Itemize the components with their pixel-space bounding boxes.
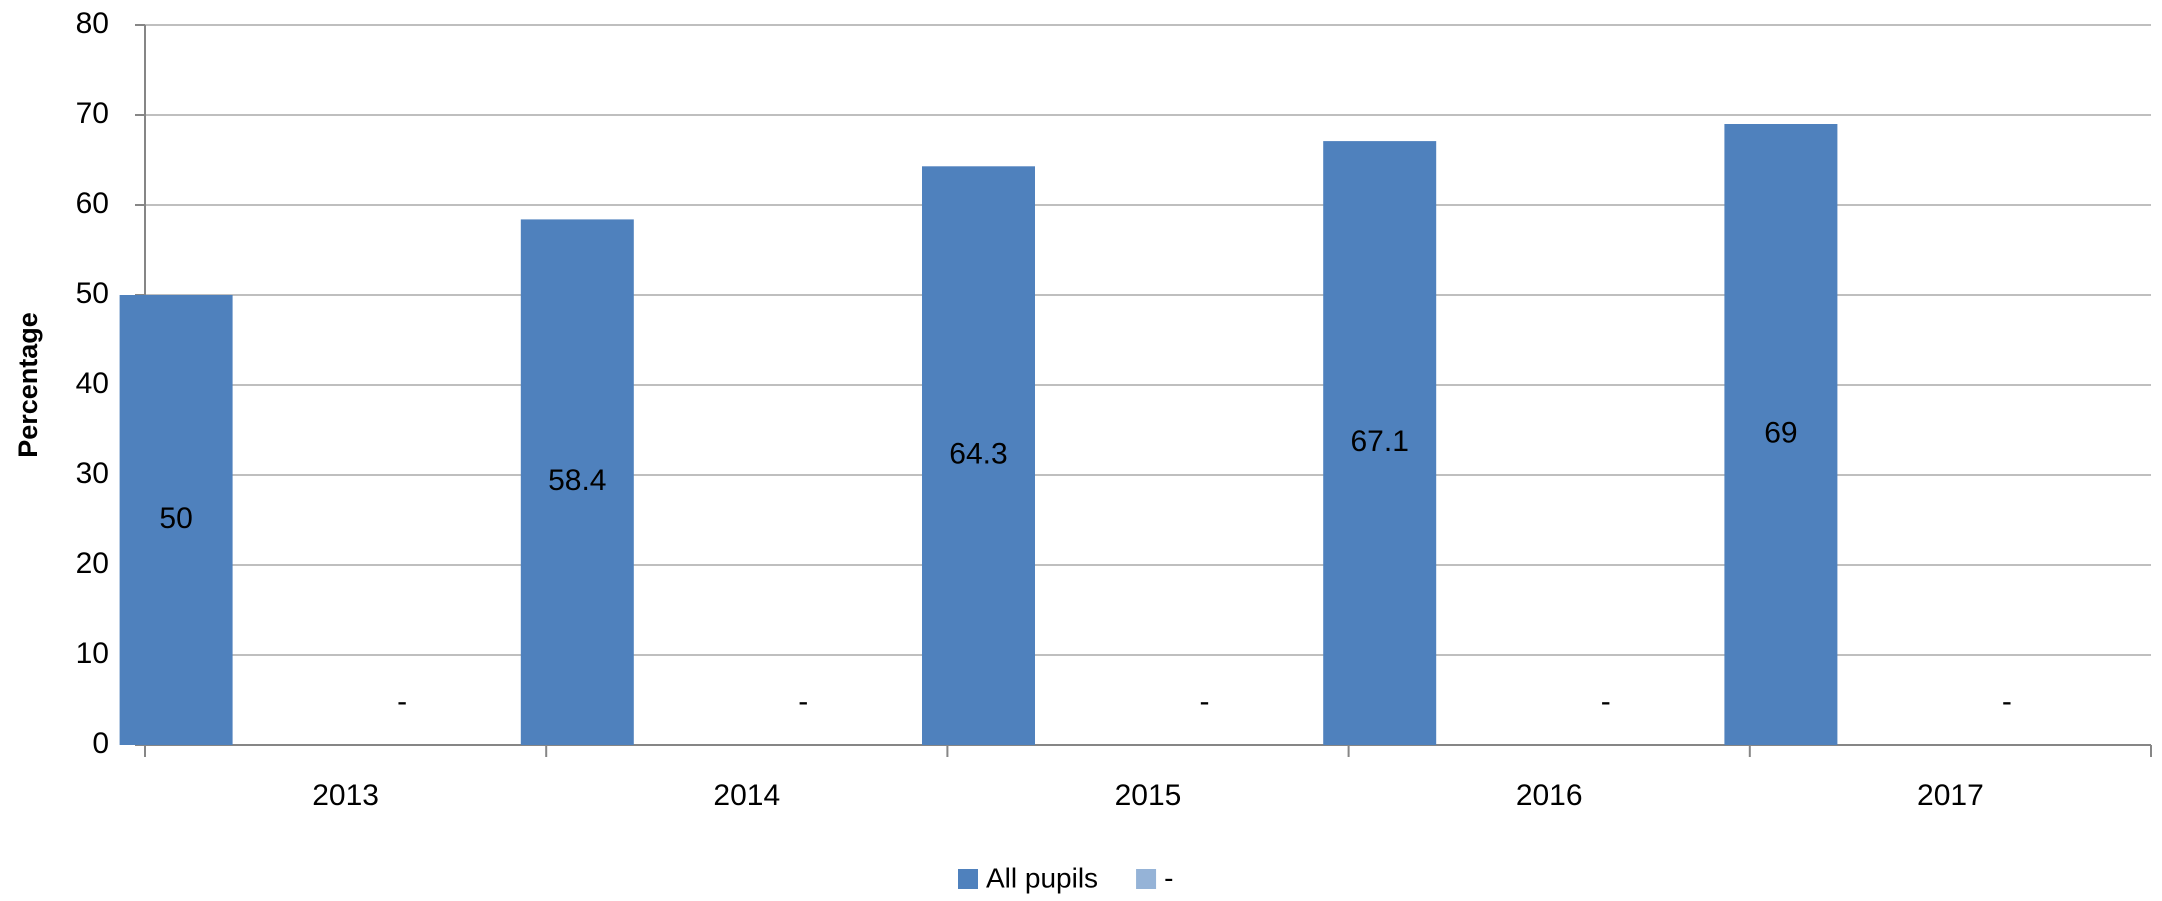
bar (922, 166, 1035, 746)
y-tick-label: 50 (76, 277, 109, 310)
data-label: 58.4 (548, 464, 606, 497)
x-tick-label: 2017 (1917, 779, 1984, 812)
y-axis-label: Percentage (13, 312, 43, 458)
x-tick-label: 2016 (1516, 779, 1583, 812)
x-tick-label: 2013 (312, 779, 379, 812)
data-label: - (1601, 685, 1611, 718)
x-tick-label: 2015 (1115, 779, 1182, 812)
data-label: - (397, 685, 407, 718)
data-label: - (2002, 685, 2012, 718)
data-label: 67.1 (1351, 425, 1409, 458)
y-tick-label: 40 (76, 367, 109, 400)
x-tick-label: 2014 (713, 779, 780, 812)
data-label: - (798, 685, 808, 718)
data-label: 64.3 (949, 438, 1007, 471)
y-tick-label: 30 (76, 457, 109, 490)
legend-swatch (1136, 869, 1157, 889)
bar (119, 295, 233, 745)
legend-label: All pupils (986, 862, 1098, 893)
y-tick-label: 80 (76, 7, 109, 40)
bar (1323, 141, 1437, 746)
data-label: - (1200, 685, 1210, 718)
data-label: 50 (159, 502, 192, 535)
data-label: 69 (1764, 416, 1797, 449)
legend-label: - (1164, 862, 1173, 893)
y-tick-label: 10 (76, 637, 109, 670)
bar (520, 219, 634, 745)
y-tick-label: 60 (76, 187, 109, 220)
y-tick-label: 0 (92, 727, 109, 760)
y-tick-label: 70 (76, 97, 109, 130)
y-tick-label: 20 (76, 547, 109, 580)
legend-swatch (958, 869, 978, 889)
bar (1724, 124, 1838, 745)
